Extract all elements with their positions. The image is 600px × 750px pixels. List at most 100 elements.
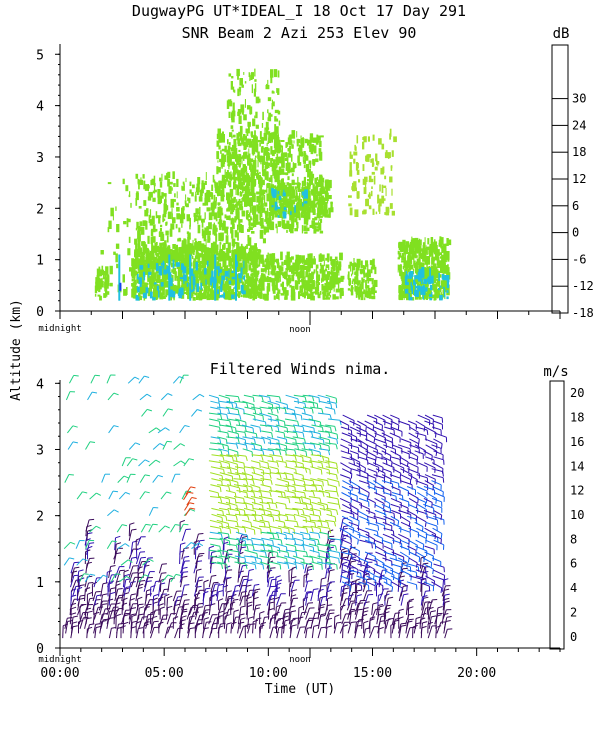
snr-cell	[157, 215, 161, 219]
wind-barb	[215, 583, 224, 597]
wind-barb	[235, 525, 247, 533]
snr-cell	[229, 266, 232, 270]
wind-barb	[246, 596, 252, 611]
snr-cell	[237, 138, 241, 145]
snr-cell	[267, 171, 269, 181]
snr-cell	[296, 221, 299, 229]
snr-cell	[414, 243, 418, 248]
snr-cell	[151, 243, 154, 252]
snr-cell	[185, 203, 189, 208]
wind-barb	[285, 549, 298, 557]
snr-cell	[309, 133, 314, 140]
snr-cell	[178, 289, 183, 299]
snr-cell	[166, 268, 168, 274]
wind-barb	[382, 521, 393, 531]
snr-cell	[218, 187, 220, 193]
snr-cell	[141, 267, 143, 275]
wind-barb	[242, 484, 253, 493]
snr-cell	[274, 109, 279, 114]
snr-cell	[128, 236, 131, 243]
snr-cell	[102, 271, 106, 276]
snr-cell	[257, 139, 261, 143]
snr-cell	[328, 292, 330, 295]
snr-cell	[328, 209, 331, 218]
snr-cell	[408, 265, 410, 271]
snr-cell	[335, 266, 340, 273]
snr-cell	[416, 278, 419, 282]
snr-cell	[289, 284, 292, 288]
snr-cell	[289, 134, 292, 144]
wind-barb	[128, 522, 135, 537]
snr-cell	[415, 282, 417, 290]
snr-cell	[185, 244, 189, 252]
snr-cell	[202, 202, 206, 206]
snr-cell	[139, 265, 144, 270]
snr-cell	[209, 263, 214, 271]
snr-cell	[211, 253, 216, 260]
snr-cell	[192, 184, 195, 189]
snr-cell	[213, 179, 216, 184]
wind-barb	[218, 394, 231, 404]
wind-barb	[277, 525, 290, 534]
snr-cell	[381, 195, 385, 204]
snr-cell	[298, 291, 301, 300]
snr-cell	[319, 174, 323, 181]
snr-cell	[275, 157, 280, 166]
snr-cell	[232, 172, 236, 180]
wind-barb	[366, 521, 379, 531]
snr-cell	[176, 213, 181, 220]
snr-cell	[231, 198, 235, 204]
snr-cell	[244, 200, 249, 207]
wind-barb	[70, 606, 77, 620]
snr-cell	[197, 177, 201, 185]
snr-cell	[182, 246, 185, 250]
wind-barb	[420, 621, 428, 634]
wind-barb	[373, 581, 384, 591]
snr-cell	[126, 287, 128, 295]
wind-barb	[300, 513, 312, 522]
snr-cell	[199, 271, 203, 276]
wind-barb	[355, 594, 362, 606]
snr-cell	[337, 277, 341, 284]
snr-cell	[407, 262, 411, 268]
snr-cell	[137, 239, 141, 248]
wind-barb	[225, 501, 238, 511]
wind-barb	[194, 533, 204, 546]
wind-barb	[303, 602, 314, 616]
snr-cell	[131, 278, 134, 282]
snr-cell	[295, 271, 298, 277]
snr-cell	[203, 280, 205, 288]
snr-cell	[303, 259, 307, 262]
wind-barb	[217, 442, 230, 451]
wind-barb	[276, 549, 290, 558]
snr-cell	[427, 288, 431, 292]
snr-cell	[242, 249, 246, 254]
snr-cell	[285, 168, 289, 171]
wind-barb	[317, 519, 330, 528]
snr-cell	[159, 242, 163, 250]
wind-barb	[167, 622, 177, 634]
snr-cell	[431, 258, 434, 262]
snr-cell	[280, 140, 285, 142]
snr-cell	[130, 202, 132, 208]
snr-cell	[322, 197, 326, 205]
snr-cell	[291, 206, 294, 215]
snr-cell	[422, 287, 424, 294]
snr-cell	[260, 193, 264, 196]
snr-cell	[272, 167, 276, 176]
wind-barb	[436, 621, 447, 634]
wind-barb	[269, 525, 283, 534]
snr-cell	[164, 272, 168, 280]
wind-barb	[310, 507, 322, 516]
snr-cell	[291, 274, 295, 282]
snr-cell	[104, 293, 108, 297]
snr-cell	[216, 272, 218, 281]
snr-cell	[232, 245, 234, 253]
snr-cell	[253, 211, 257, 220]
snr-cell	[429, 244, 433, 252]
snr-cell	[180, 268, 182, 274]
snr-cell	[238, 224, 243, 233]
snr-cell	[268, 225, 272, 230]
wind-barb	[210, 593, 217, 606]
snr-cell	[408, 296, 413, 301]
